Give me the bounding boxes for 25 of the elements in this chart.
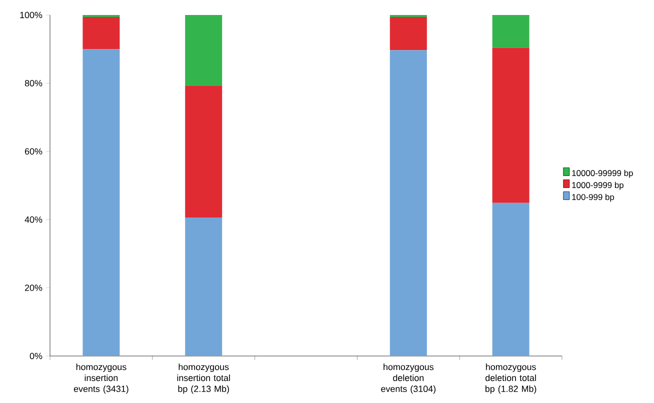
- y-tick-label: 60%: [24, 148, 42, 155]
- legend-label: 1000-9999 bp: [572, 182, 624, 190]
- bar: [82, 49, 120, 356]
- bar: [390, 50, 427, 356]
- y-tick-label: 80%: [24, 80, 42, 86]
- x-tick-label: homozygous insertion events (3431): [74, 364, 128, 394]
- bar: [390, 14, 427, 18]
- x-tick-label: homozygous deletion events (3104): [381, 364, 436, 394]
- y-tick-label: 40%: [24, 216, 42, 223]
- y-tick-label: 100%: [20, 12, 42, 18]
- y-tick-label: 0%: [30, 352, 42, 360]
- bar: [185, 14, 222, 86]
- bar: [185, 218, 222, 356]
- bar: [82, 14, 120, 18]
- x-tick-label: homozygous deletion total bp (1.82 Mb): [485, 364, 536, 394]
- legend-label: 10000-99999 bp: [572, 170, 633, 178]
- bar: [185, 86, 222, 218]
- bar: [82, 17, 120, 50]
- bar: [492, 202, 530, 356]
- legend-label: 100-999 bp: [572, 194, 614, 202]
- bar: [390, 17, 427, 50]
- x-tick-label: homozygous insertion total bp (2.13 Mb): [177, 364, 230, 394]
- bar: [492, 14, 530, 48]
- bar: [492, 48, 530, 203]
- y-tick-label: 20%: [24, 284, 42, 291]
